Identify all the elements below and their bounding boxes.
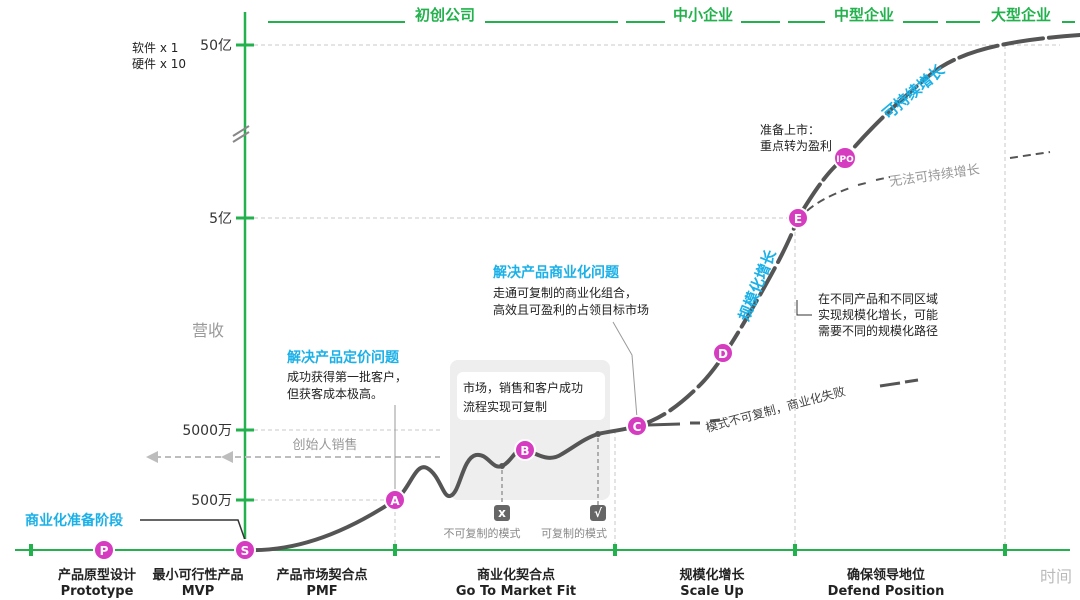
milestone-defend-en: Defend Position: [828, 584, 945, 599]
scale-note-leader: [796, 300, 812, 316]
marker-s: S: [234, 539, 256, 561]
nonrepeat-point: [499, 463, 505, 469]
stage-smb: 中小企业: [673, 6, 733, 24]
nonrepeat-mark: x: [498, 506, 506, 520]
marker-e: E: [787, 207, 809, 229]
y-tick-label-500wan: 500万: [191, 493, 232, 509]
ipo-note-line-2: 重点转为盈利: [760, 138, 832, 153]
svg-text:E: E: [794, 212, 802, 226]
marker-a: A: [384, 489, 406, 511]
growth-curve-sustain: [796, 33, 1080, 220]
svg-text:S: S: [241, 544, 250, 558]
scale-note-line-3: 需要不同的规模化路径: [818, 323, 938, 338]
stage-label-backgrounds: [405, 5, 1062, 27]
scale-note-line-1: 在不同产品和不同区域: [818, 292, 938, 306]
nonrepeat-mark-bg: [494, 505, 510, 521]
svg-text:C: C: [633, 420, 642, 434]
svg-text:A: A: [390, 494, 400, 508]
y-tick-label-5000wan: 5000万: [182, 423, 232, 439]
commercial-line-1: 走通可复制的商业化组合，: [493, 285, 637, 300]
multiplier-note-hardware: 硬件 x 10: [132, 57, 186, 71]
repeat-label: 可复制的模式: [541, 526, 607, 540]
growth-curve-scale: [635, 216, 800, 428]
precommercial-leader: [140, 519, 246, 541]
x-ticks: [29, 544, 1007, 556]
x-axis-title: 时间: [1040, 567, 1072, 586]
not-sustain-tail: [1009, 151, 1051, 159]
svg-text:IPO: IPO: [836, 155, 854, 165]
stage-large: 大型企业: [991, 6, 1051, 24]
repeatability-line-2: 流程实现可复制: [463, 399, 547, 414]
milestone-mvp-en: MVP: [182, 584, 215, 599]
svg-text:B: B: [520, 444, 529, 458]
failure-branch: [647, 378, 919, 427]
svg-text:P: P: [100, 544, 109, 558]
stage-midsize: 中型企业: [834, 6, 894, 24]
axis-break-1: [232, 131, 250, 143]
stage-startup: 初创公司: [415, 6, 475, 24]
milestone-mvp-zh: 最小可行性产品: [152, 567, 243, 583]
pricing-line-1: 成功获得第一批客户，: [287, 369, 407, 384]
y-ticks: [236, 43, 254, 502]
founder-sales-arrow: [146, 451, 440, 463]
multiplier-note-software: 软件 x 1: [132, 41, 178, 55]
sustain-label: 可持续增长: [879, 60, 949, 123]
failure-label: 模式不可复制，商业化失败: [704, 383, 847, 435]
marker-b: B: [514, 439, 536, 461]
scale-note-line-2: 实现规模化增长，可能: [818, 307, 938, 322]
milestone-prototype-en: Prototype: [61, 584, 134, 599]
gridlines: [254, 44, 1060, 501]
repeat-point: [595, 431, 601, 437]
axis-break-2: [232, 125, 250, 137]
milestone-gtm-zh: 商业化契合点: [477, 567, 555, 583]
milestone-defend-zh: 确保领导地位: [847, 567, 925, 583]
repeatability-inner: [457, 372, 605, 420]
milestone-gtm-en: Go To Market Fit: [456, 584, 576, 599]
founder-sales-bg: [280, 433, 370, 455]
y-tick-label-50yi: 50亿: [200, 38, 232, 54]
milestone-pmf-zh: 产品市场契合点: [276, 567, 367, 583]
ipo-note-line-1: 准备上市：: [760, 122, 820, 137]
milestone-prototype-zh: 产品原型设计: [58, 567, 136, 583]
precommercial-label: 商业化准备阶段: [25, 512, 123, 529]
y-tick-label-5yi: 5亿: [209, 211, 232, 227]
pricing-title: 解决产品定价问题: [287, 349, 400, 366]
pricing-line-2: 但获客成本极高。: [287, 386, 383, 401]
commercial-title: 解决产品商业化问题: [493, 264, 620, 281]
scale-label: 规模化增长: [735, 246, 780, 323]
milestone-scale-zh: 规模化增长: [679, 567, 745, 583]
nonrepeat-label: 不可复制的模式: [444, 526, 521, 540]
repeatability-line-1: 市场，销售和客户成功: [463, 380, 583, 395]
svg-text:D: D: [718, 347, 728, 361]
not-sustain-label: 无法可持续增长: [888, 162, 980, 190]
y-axis-title: 营收: [192, 321, 224, 340]
founder-sales-label: 创始人销售: [292, 437, 357, 453]
commercial-leader: [612, 321, 638, 419]
milestone-pmf-en: PMF: [306, 584, 337, 599]
marker-d: D: [712, 342, 734, 364]
marker-p: P: [93, 539, 115, 561]
milestone-scale-en: Scale Up: [680, 584, 744, 599]
repeat-mark-bg: [590, 505, 606, 521]
marker-ipo: IPO: [833, 146, 857, 170]
marker-c: C: [626, 415, 648, 437]
commercial-line-2: 高效且可盈利的占领目标市场: [493, 302, 649, 317]
repeat-mark: √: [594, 506, 603, 520]
